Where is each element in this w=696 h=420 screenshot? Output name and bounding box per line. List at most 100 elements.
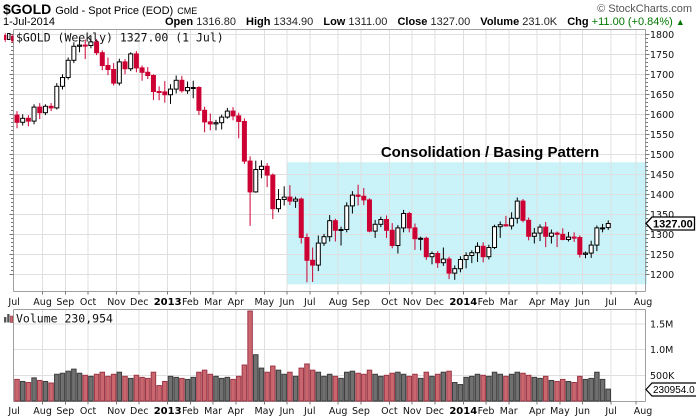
svg-text:Sep: Sep: [352, 297, 370, 308]
svg-text:Feb: Feb: [478, 297, 495, 308]
svg-text:1750: 1750: [650, 50, 674, 61]
svg-text:Mar: Mar: [500, 406, 518, 417]
candlesticks: [14, 35, 611, 283]
svg-text:Jun: Jun: [574, 406, 590, 417]
svg-text:Nov: Nov: [107, 406, 126, 417]
close-value: 1327.00: [430, 16, 471, 28]
svg-text:1550: 1550: [650, 130, 674, 141]
candlestick-style-icon: [4, 33, 14, 43]
svg-text:Jul: Jul: [604, 297, 616, 308]
svg-text:Oct: Oct: [381, 297, 398, 308]
svg-text:1200: 1200: [650, 270, 674, 281]
svg-text:Aug: Aug: [634, 297, 653, 308]
volume-bars: [14, 310, 611, 402]
quote-date: 1-Jul-2014: [3, 16, 55, 28]
price-axis-labels: 1800 1750 1700 1650 1600 1550 1500 1450 1400 1350…: [650, 30, 674, 281]
last-volume-tag: [645, 382, 696, 397]
svg-text:Apr: Apr: [228, 406, 245, 417]
chg-value: +11.00 (+0.84%): [591, 16, 673, 28]
svg-text:May: May: [550, 297, 570, 308]
svg-text:1250: 1250: [650, 250, 674, 261]
svg-text:1500: 1500: [650, 150, 674, 161]
svg-text:Jun: Jun: [279, 297, 295, 308]
volume-value: 231.0K: [522, 16, 558, 28]
svg-text:Apr: Apr: [228, 297, 245, 308]
svg-text:Nov: Nov: [107, 297, 126, 308]
svg-text:Oct: Oct: [80, 297, 97, 308]
svg-text:Oct: Oct: [80, 406, 97, 417]
gridlines: [13, 30, 646, 401]
svg-text:Nov: Nov: [403, 406, 422, 417]
svg-text:1650: 1650: [650, 90, 674, 101]
svg-text:Jul: Jul: [303, 297, 315, 308]
svg-text:Dec: Dec: [130, 406, 148, 417]
svg-text:Sep: Sep: [56, 297, 74, 308]
open-value: 1316.80: [196, 16, 236, 28]
svg-text:230954.0: 230954.0: [653, 385, 695, 396]
chg-label: Chg: [567, 16, 589, 28]
consolidation-box: [287, 162, 647, 285]
svg-text:Apr: Apr: [529, 297, 546, 308]
svg-text:1350: 1350: [650, 210, 674, 221]
overlay-labels: $GOLD (Weekly) 1327.00 (1 Jul) Volume 230…: [16, 31, 599, 326]
svg-text:2013: 2013: [154, 406, 182, 417]
svg-text:Dec: Dec: [426, 297, 444, 308]
svg-text:Jun: Jun: [279, 406, 295, 417]
header: $GOLD Gold - Spot Price (EOD) CME © StockC…: [0, 0, 696, 29]
quote-row: Open 1316.80 High 1334.90 Low 1311.00 Cl…: [165, 16, 685, 28]
exchange: CME: [177, 6, 198, 16]
low-label: Low: [323, 16, 346, 28]
svg-text:2014: 2014: [449, 297, 477, 308]
svg-text:Jun: Jun: [574, 297, 590, 308]
volume-axis-labels: 1.5M 1.0M 500K: [650, 319, 675, 381]
svg-text:May: May: [254, 297, 274, 308]
svg-text:2013: 2013: [154, 297, 182, 308]
svg-text:Mar: Mar: [204, 406, 222, 417]
svg-text:Aug: Aug: [33, 406, 52, 417]
svg-text:1800: 1800: [650, 30, 674, 41]
svg-text:Jul: Jul: [7, 406, 19, 417]
svg-text:Aug: Aug: [329, 406, 348, 417]
svg-text:500K: 500K: [650, 371, 675, 382]
svg-text:Feb: Feb: [478, 406, 495, 417]
volume-style-icon: [4, 314, 14, 323]
svg-text:1400: 1400: [650, 190, 674, 201]
svg-text:Feb: Feb: [182, 406, 199, 417]
svg-text:1600: 1600: [650, 110, 674, 121]
annotation-text: Consolidation / Basing Pattern: [381, 144, 599, 161]
symbol: $GOLD: [3, 1, 52, 17]
svg-text:1.0M: 1.0M: [650, 345, 673, 356]
svg-text:1300: 1300: [650, 230, 674, 241]
svg-text:Oct: Oct: [381, 406, 398, 417]
symbol-description: Gold - Spot Price (EOD): [55, 5, 174, 17]
chart-title-label: $GOLD (Weekly) 1327.00 (1 Jul): [16, 31, 224, 45]
svg-text:Sep: Sep: [56, 406, 74, 417]
svg-text:1700: 1700: [650, 70, 674, 81]
volume-label: Volume: [480, 16, 520, 28]
svg-text:1.5M: 1.5M: [650, 319, 673, 330]
svg-text:Feb: Feb: [182, 297, 199, 308]
copyright: © StockCharts.com: [597, 3, 692, 15]
high-label: High: [246, 16, 271, 28]
svg-text:Dec: Dec: [130, 297, 148, 308]
last-price-tag: [645, 216, 696, 231]
svg-text:Mar: Mar: [500, 297, 518, 308]
month-axis-labels: Jul Jul Aug Aug Sep Sep Oct Oct Nov Nov Dec Dec 2013…: [7, 297, 652, 417]
svg-text:Aug: Aug: [329, 297, 348, 308]
svg-text:Aug: Aug: [634, 406, 653, 417]
svg-text:May: May: [254, 406, 274, 417]
svg-text:2014: 2014: [449, 406, 477, 417]
header-line1: $GOLD Gold - Spot Price (EOD) CME: [3, 1, 197, 19]
svg-text:Apr: Apr: [529, 406, 546, 417]
svg-text:1450: 1450: [650, 170, 674, 181]
svg-text:Nov: Nov: [403, 297, 422, 308]
svg-text:Sep: Sep: [352, 406, 370, 417]
svg-text:Dec: Dec: [426, 406, 444, 417]
svg-text:Jul: Jul: [7, 297, 19, 308]
volume-title-label: Volume 230,954: [16, 312, 113, 326]
svg-text:1327.00: 1327.00: [653, 218, 693, 230]
svg-text:Jul: Jul: [604, 406, 616, 417]
close-label: Close: [397, 16, 428, 28]
